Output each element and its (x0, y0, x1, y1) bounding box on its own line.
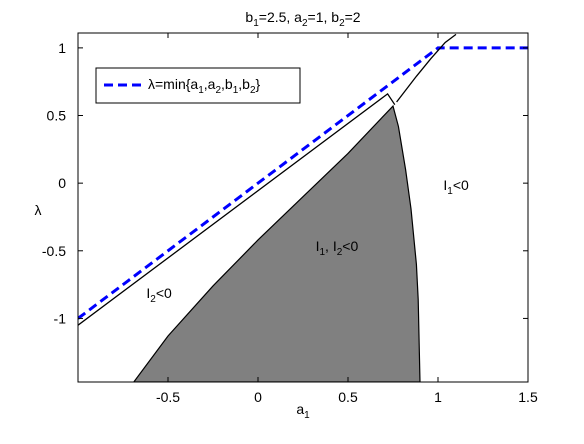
text-part: ,b (238, 76, 250, 92)
overlay (78, 33, 529, 382)
x-tick-label: 1.5 (518, 389, 538, 405)
y-tick-label: 0.5 (47, 108, 67, 124)
y-axis-label: λ (35, 202, 42, 218)
subscript: 1 (304, 410, 310, 421)
text-part: <0 (453, 177, 469, 193)
legend-label: λ=min{a1,a2,b1,b2} (148, 76, 261, 96)
text-part: } (256, 76, 261, 92)
text-part: <0 (156, 285, 172, 301)
x-tick-label: 1 (434, 389, 442, 405)
legend-box (95, 67, 301, 104)
text-part: I (316, 238, 320, 254)
text-part: λ=min{a (148, 76, 198, 92)
subscript: 2 (215, 85, 221, 96)
x-tick-label: 0.5 (338, 389, 358, 405)
x-axis-label: a1 (296, 401, 310, 421)
subscript: 2 (302, 18, 308, 29)
text-part: I (443, 177, 447, 193)
text-part: ,b (221, 76, 233, 92)
text-part: b (245, 9, 253, 25)
subscript: 2 (337, 247, 343, 258)
x-tick-label: 0 (254, 389, 262, 405)
subscript: 1 (198, 85, 204, 96)
subscript: 1 (447, 186, 453, 197)
annotation: I1, I2<0 (316, 238, 359, 258)
subscript: 2 (250, 85, 256, 96)
text-part: =2 (345, 9, 361, 25)
subscript: 1 (319, 247, 325, 258)
text-part: =1, b (308, 9, 340, 25)
chart-title: b1=2.5, a2=1, b2=2 (245, 9, 360, 29)
series-line (78, 46, 528, 320)
y-tick-label: 0 (58, 175, 66, 191)
subscript: 2 (150, 294, 156, 305)
text-part: a (296, 401, 304, 417)
text-part: I (146, 285, 150, 301)
y-tick-label: -1 (54, 310, 67, 326)
axes-box (77, 32, 529, 383)
series-line (78, 33, 457, 326)
subscript: 2 (339, 18, 345, 29)
text-part: λ (35, 202, 42, 218)
text-part: =2.5, a (259, 9, 302, 25)
annotation: I2<0 (146, 285, 172, 305)
plot-area (78, 33, 528, 382)
annotation: I1<0 (443, 177, 469, 197)
text-part: <0 (342, 238, 358, 254)
x-tick-label: -0.5 (156, 389, 180, 405)
text-part: ,a (204, 76, 216, 92)
subscript: 1 (233, 85, 239, 96)
filled-region (133, 104, 421, 382)
text-part: , I (325, 238, 337, 254)
y-tick-label: -0.5 (42, 243, 66, 259)
y-tick-label: 1 (58, 40, 66, 56)
subscript: 1 (253, 18, 259, 29)
